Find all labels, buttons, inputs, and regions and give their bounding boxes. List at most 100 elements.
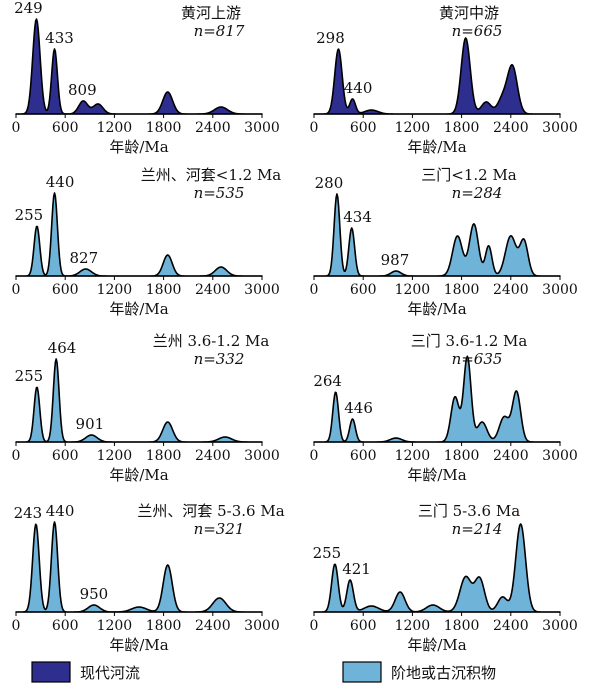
peak-label-6-1: 446 [344,399,373,417]
peak-label-1-0: 249 [14,0,43,17]
x-tick-label-2-0: 0 [310,120,319,136]
x-axis-label-5: 年龄/Ma [109,466,168,484]
x-tick-label-8-4: 2400 [493,618,529,634]
x-tick-label-8-0: 0 [310,618,319,634]
x-tick-label-6-1: 600 [350,448,377,464]
x-tick-label-3-1: 600 [52,282,79,298]
x-tick-label-5-4: 2400 [195,448,231,464]
x-tick-label-4-5: 3000 [542,282,578,298]
x-tick-label-1-0: 0 [12,120,21,136]
x-tick-label-8-3: 1800 [444,618,480,634]
x-tick-label-1-5: 3000 [244,120,280,136]
panel-n-4: n=284 [452,184,503,202]
x-tick-label-4-3: 1800 [444,282,480,298]
panel-title-3: 兰州、河套<1.2 Ma [141,166,282,184]
x-tick-label-7-5: 3000 [244,618,280,634]
x-tick-label-3-4: 2400 [195,282,231,298]
peak-label-3-0: 255 [15,206,44,224]
peak-label-8-0: 255 [313,544,342,562]
x-tick-label-7-4: 2400 [195,618,231,634]
x-axis-label-4: 年龄/Ma [407,300,466,318]
peak-label-7-0: 243 [14,504,43,522]
panel-n-5: n=332 [194,350,245,368]
x-tick-label-2-2: 1200 [395,120,431,136]
x-axis-label-8: 年龄/Ma [407,636,466,654]
x-tick-label-5-0: 0 [12,448,21,464]
panel-n-6: n=635 [452,350,503,368]
density-area-5 [15,358,263,443]
x-tick-label-7-3: 1800 [146,618,182,634]
legend-swatch-modern [31,661,71,683]
peak-label-1-2: 809 [68,81,97,99]
x-tick-label-2-4: 2400 [493,120,529,136]
x-tick-label-7-1: 600 [52,618,79,634]
panel-n-7: n=321 [194,520,245,538]
peak-label-4-2: 987 [381,251,410,269]
x-tick-label-2-1: 600 [350,120,377,136]
peak-label-5-2: 901 [76,415,105,433]
x-tick-label-8-2: 1200 [395,618,431,634]
panel-title-6: 三门 3.6-1.2 Ma [411,332,528,350]
x-tick-label-7-0: 0 [12,618,21,634]
peak-label-2-1: 440 [344,79,373,97]
panel-n-3: n=535 [194,184,245,202]
density-area-8 [313,523,561,613]
x-axis-label-7: 年龄/Ma [109,636,168,654]
density-area-2 [313,37,561,115]
legend-label-terrace: 阶地或古沉积物 [391,664,496,682]
peak-label-1-1: 433 [45,29,74,47]
x-tick-label-3-2: 1200 [97,282,133,298]
x-tick-label-1-4: 2400 [195,120,231,136]
x-tick-label-6-5: 3000 [542,448,578,464]
x-axis-label-2: 年龄/Ma [407,138,466,156]
x-tick-label-4-0: 0 [310,282,319,298]
x-axis-label-1: 年龄/Ma [109,138,168,156]
x-tick-label-6-0: 0 [310,448,319,464]
peak-label-2-0: 298 [316,29,345,47]
x-tick-label-5-1: 600 [52,448,79,464]
density-area-7 [15,521,263,613]
legend-swatch-terrace [342,661,382,683]
x-tick-label-3-3: 1800 [146,282,182,298]
x-tick-label-3-0: 0 [12,282,21,298]
peak-label-3-2: 827 [69,249,98,267]
x-tick-label-7-2: 1200 [97,618,133,634]
x-tick-label-5-2: 1200 [97,448,133,464]
x-tick-label-6-2: 1200 [395,448,431,464]
panel-n-1: n=817 [194,22,245,40]
x-tick-label-5-5: 3000 [244,448,280,464]
panel-title-4: 三门<1.2 Ma [421,166,517,184]
panel-n-2: n=665 [452,22,503,40]
peak-label-5-1: 464 [48,339,77,357]
panel-title-2: 黄河中游 [439,4,499,22]
peak-label-7-2: 950 [80,585,109,603]
peak-label-7-1: 440 [46,502,75,520]
x-tick-label-6-3: 1800 [444,448,480,464]
peak-label-5-0: 255 [15,367,44,385]
x-tick-label-4-2: 1200 [395,282,431,298]
panel-title-7: 兰州、河套 5-3.6 Ma [137,502,284,520]
x-tick-label-2-5: 3000 [542,120,578,136]
x-tick-label-2-3: 1800 [444,120,480,136]
x-tick-label-1-3: 1800 [146,120,182,136]
peak-label-8-1: 421 [342,560,371,578]
peak-label-6-0: 264 [313,372,342,390]
x-axis-label-6: 年龄/Ma [407,466,466,484]
panel-title-5: 兰州 3.6-1.2 Ma [153,332,270,350]
x-tick-label-3-5: 3000 [244,282,280,298]
x-tick-label-1-1: 600 [52,120,79,136]
panel-n-8: n=214 [452,520,503,538]
x-tick-label-5-3: 1800 [146,448,182,464]
x-tick-label-4-1: 600 [350,282,377,298]
peak-label-4-1: 434 [343,208,372,226]
panel-title-1: 黄河上游 [181,4,241,22]
x-tick-label-8-1: 600 [350,618,377,634]
x-axis-label-3: 年龄/Ma [109,300,168,318]
density-area-3 [15,192,263,277]
panel-title-8: 三门 5-3.6 Ma [418,502,520,520]
density-area-4 [313,193,561,277]
x-tick-label-4-4: 2400 [493,282,529,298]
legend-label-modern: 现代河流 [80,664,140,682]
